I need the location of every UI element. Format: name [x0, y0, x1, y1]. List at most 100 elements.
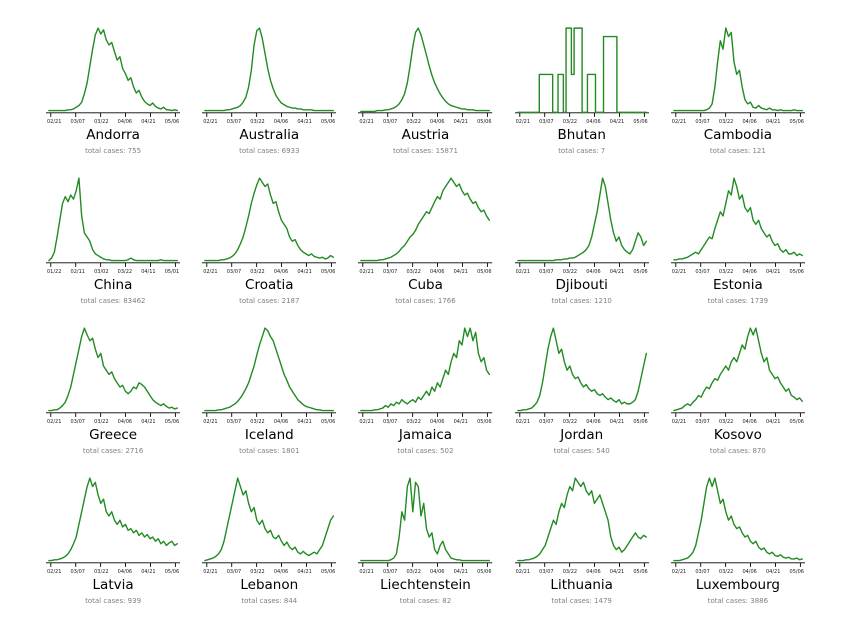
x-axis-ticks [676, 263, 801, 267]
subplot-cuba: 02/21 03/07 03/22 04/06 04/21 05/06 Cuba tota… [358, 174, 492, 306]
x-tick-label: 05/06 [320, 119, 336, 125]
case-chart [671, 174, 805, 269]
x-tick-label: 03/07 [226, 569, 242, 575]
country-title: Cuba [408, 277, 443, 293]
x-tick-labels: 02/21 03/07 03/22 04/06 04/21 05/06 [46, 119, 180, 125]
case-curve [49, 478, 177, 560]
country-title: Iceland [244, 427, 294, 443]
case-curve [517, 478, 645, 560]
x-tick-label: 03/07 [695, 119, 710, 125]
x-tick-label: 04/21 [453, 569, 468, 575]
case-chart [515, 324, 649, 419]
x-tick-label: 03/22 [117, 269, 133, 275]
x-tick-label: 02/21 [47, 119, 62, 125]
case-curve [517, 28, 645, 112]
x-tick-label: 05/06 [789, 119, 804, 125]
x-axis-ticks [207, 413, 332, 417]
case-chart [46, 174, 180, 269]
x-tick-label: 04/06 [117, 119, 133, 125]
x-tick-label: 03/07 [382, 119, 398, 125]
x-tick-label: 05/06 [477, 569, 492, 575]
total-cases-label: total cases: 870 [709, 447, 766, 455]
total-cases-label: total cases: 755 [85, 147, 142, 155]
case-curve [361, 178, 489, 260]
x-tick-label: 03/22 [718, 569, 734, 575]
case-chart [515, 474, 649, 569]
x-tick-label: 05/06 [789, 569, 804, 575]
x-tick-label: 04/06 [430, 119, 445, 125]
x-tick-labels: 02/21 03/07 03/22 04/06 04/21 05/06 [515, 419, 649, 425]
x-axis-ticks [519, 113, 644, 117]
x-axis-ticks [363, 563, 488, 567]
x-tick-label: 03/22 [94, 569, 109, 575]
x-tick-label: 03/02 [94, 269, 109, 275]
country-title: Djibouti [555, 277, 608, 293]
x-tick-label: 02/21 [671, 419, 687, 425]
total-cases-label: total cases: 7 [558, 147, 606, 155]
case-chart [358, 474, 492, 569]
case-curve [205, 478, 333, 560]
x-tick-label: 04/06 [742, 419, 757, 425]
subplot-luxembourg: 02/21 03/07 03/22 04/06 04/21 05/06 Luxembour… [671, 474, 805, 606]
country-title: Latvia [92, 577, 134, 593]
x-tick-label: 04/06 [273, 569, 289, 575]
x-axis-ticks [207, 113, 332, 117]
country-title: Bhutan [557, 127, 606, 143]
case-curve [674, 328, 802, 410]
x-tick-label: 05/06 [320, 569, 336, 575]
x-tick-labels: 02/21 03/07 03/22 04/06 04/21 05/06 [515, 119, 649, 125]
subplot-latvia: 02/21 03/07 03/22 04/06 04/21 05/06 Latvia to… [46, 474, 180, 606]
subplot-bhutan: 02/21 03/07 03/22 04/06 04/21 05/06 Bhutan to… [515, 24, 649, 156]
subplot-lebanon: 02/21 03/07 03/22 04/06 04/21 05/06 Lebanon t… [202, 474, 336, 606]
total-cases-label: total cases: 82 [399, 597, 452, 605]
subplot-cambodia: 02/21 03/07 03/22 04/06 04/21 05/06 Cambodia … [671, 24, 805, 156]
x-axis-ticks [207, 263, 332, 267]
x-tick-label: 03/07 [226, 269, 242, 275]
x-tick-label: 04/06 [742, 569, 757, 575]
country-title: Austria [401, 127, 450, 143]
x-axis-ticks [51, 413, 176, 417]
x-tick-label: 05/06 [164, 119, 180, 125]
case-chart [358, 24, 492, 119]
x-tick-label: 04/06 [430, 569, 445, 575]
case-chart [671, 24, 805, 119]
x-tick-labels: 02/21 03/07 03/22 04/06 04/21 05/06 [358, 419, 492, 425]
x-tick-label: 03/22 [94, 419, 109, 425]
x-tick-label: 04/21 [297, 269, 312, 275]
x-tick-label: 04/06 [742, 269, 757, 275]
country-title: China [93, 277, 133, 293]
x-axis-ticks [676, 113, 801, 117]
x-axis-ticks [363, 263, 488, 267]
case-chart [515, 174, 649, 269]
x-tick-label: 03/22 [406, 419, 421, 425]
x-tick-label: 04/21 [453, 269, 468, 275]
x-tick-label: 03/22 [94, 119, 109, 125]
x-tick-label: 03/22 [250, 119, 265, 125]
x-tick-label: 05/06 [477, 419, 492, 425]
country-title: Luxembourg [695, 577, 780, 593]
x-tick-label: 02/21 [359, 119, 374, 125]
x-tick-label: 02/21 [203, 269, 218, 275]
case-curve [674, 28, 802, 110]
x-tick-label: 03/07 [382, 569, 398, 575]
x-tick-label: 02/21 [515, 569, 531, 575]
case-chart [46, 474, 180, 569]
x-tick-label: 04/06 [273, 419, 289, 425]
total-cases-label: total cases: 121 [709, 147, 766, 155]
x-axis-ticks [676, 413, 801, 417]
total-cases-label: total cases: 1801 [239, 447, 300, 455]
x-axis-ticks [363, 413, 488, 417]
x-tick-label: 05/06 [477, 269, 492, 275]
x-tick-label: 04/21 [141, 569, 156, 575]
x-tick-label: 05/06 [633, 569, 648, 575]
total-cases-label: total cases: 83462 [80, 297, 146, 305]
x-tick-labels: 02/21 03/07 03/22 04/06 04/21 05/06 [358, 269, 492, 275]
case-chart [515, 24, 649, 119]
country-title: Lithuania [550, 577, 613, 593]
x-tick-label: 04/21 [297, 419, 312, 425]
case-chart [46, 24, 180, 119]
case-chart [46, 324, 180, 419]
x-tick-label: 04/06 [273, 269, 289, 275]
case-curve [361, 328, 489, 410]
subplot-djibouti: 02/21 03/07 03/22 04/06 04/21 05/06 Djibouti … [515, 174, 649, 306]
